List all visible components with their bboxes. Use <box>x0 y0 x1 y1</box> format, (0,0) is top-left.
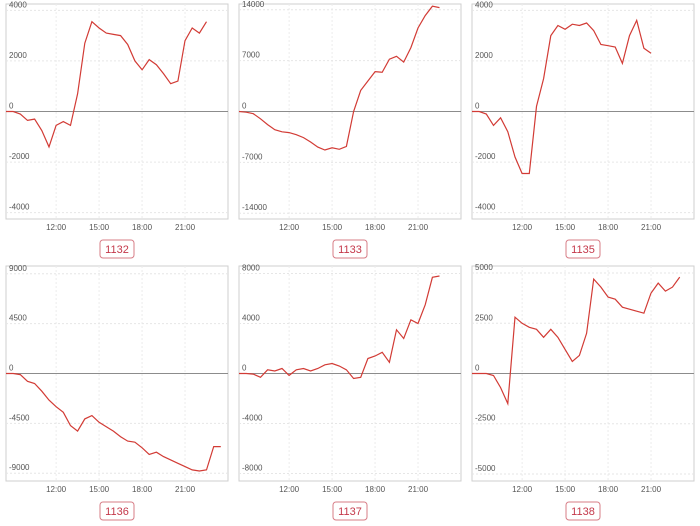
data-line <box>239 275 440 380</box>
y-tick-label: -2000 <box>475 152 496 161</box>
y-tick-label: 4000 <box>9 0 27 9</box>
x-tick-label: 15:00 <box>322 485 343 494</box>
y-tick-label: 0 <box>9 102 14 111</box>
y-tick-label: -5000 <box>475 464 496 473</box>
y-tick-label: -4000 <box>9 203 30 212</box>
chart-panel: 12:00 15:00 18:00 21:00 14000 7000 0 -7000 -1400… <box>238 0 462 259</box>
data-line <box>472 18 652 175</box>
x-tick-label: 12:00 <box>512 485 533 494</box>
y-tick-label: 14000 <box>242 0 265 9</box>
y-tick-label: -9000 <box>9 463 30 472</box>
y-tick-label: -7000 <box>242 152 263 161</box>
data-line <box>6 20 208 149</box>
y-tick-label: 4000 <box>242 314 260 323</box>
x-tick-label: 21:00 <box>408 485 429 494</box>
x-tick-label: 18:00 <box>132 485 153 494</box>
chart-title: 1137 <box>338 506 362 518</box>
y-tick-label: 8000 <box>242 264 260 273</box>
y-tick-label: 4500 <box>9 314 27 323</box>
x-tick-label: 21:00 <box>641 223 662 232</box>
x-tick-label: 15:00 <box>89 485 110 494</box>
title-box <box>332 239 368 259</box>
title-box <box>99 239 135 259</box>
x-tick-label: 18:00 <box>598 223 619 232</box>
chart-title: 1138 <box>571 506 595 518</box>
chart-panel: 12:00 15:00 18:00 21:00 8000 4000 0 -4000 -8000 1… <box>238 264 462 521</box>
chart-title: 1136 <box>105 506 129 518</box>
y-tick-label: 0 <box>242 102 247 111</box>
title-box <box>99 501 135 521</box>
y-tick-label: 7000 <box>242 51 260 60</box>
chart-panel: 12:00 15:00 18:00 21:00 4000 2000 0 -2000 -4000 1… <box>471 0 695 259</box>
y-tick-label: -4000 <box>242 414 263 423</box>
x-tick-label: 12:00 <box>512 223 533 232</box>
y-tick-label: 2500 <box>475 313 493 322</box>
x-tick-label: 12:00 <box>46 485 67 494</box>
y-tick-label: 0 <box>475 102 480 111</box>
y-tick-label: -2500 <box>475 414 496 423</box>
chart-panel: 12:00 15:00 18:00 21:00 4000 2000 0 -2000 -4000 1… <box>5 0 229 259</box>
data-line <box>238 5 440 151</box>
chart-panel: 12:00 15:00 18:00 21:00 9000 4500 0 -4500 -9000 1… <box>5 264 229 521</box>
y-tick-label: -8000 <box>242 464 263 473</box>
chart-title: 1133 <box>338 244 362 256</box>
y-tick-label: 2000 <box>9 51 27 60</box>
data-line <box>472 276 681 406</box>
y-tick-label: 0 <box>475 364 480 373</box>
x-tick-label: 18:00 <box>132 223 153 232</box>
x-tick-label: 21:00 <box>175 485 196 494</box>
x-tick-label: 21:00 <box>641 485 662 494</box>
y-tick-label: 9000 <box>9 264 27 273</box>
chart-panel: 12:00 15:00 18:00 21:00 5000 2500 0 -2500 -5000 1… <box>471 263 695 521</box>
x-tick-label: 18:00 <box>365 485 386 494</box>
x-tick-label: 15:00 <box>555 485 576 494</box>
x-tick-label: 12:00 <box>279 485 300 494</box>
x-tick-label: 18:00 <box>598 485 619 494</box>
y-tick-label: -4000 <box>475 203 496 212</box>
y-tick-label: -4500 <box>9 413 30 422</box>
title-box <box>565 501 601 521</box>
x-tick-label: 12:00 <box>279 223 300 232</box>
y-tick-label: 0 <box>242 364 247 373</box>
y-tick-label: 2000 <box>475 51 493 60</box>
y-tick-label: 5000 <box>475 263 493 272</box>
title-box <box>332 501 368 521</box>
x-tick-label: 15:00 <box>555 223 576 232</box>
y-tick-label: -14000 <box>242 203 267 212</box>
title-box <box>565 239 601 259</box>
x-tick-label: 18:00 <box>365 223 386 232</box>
chart-title: 1132 <box>105 244 129 256</box>
x-tick-label: 15:00 <box>89 223 110 232</box>
x-tick-label: 12:00 <box>46 223 67 232</box>
y-tick-label: 4000 <box>475 0 493 9</box>
chart-title: 1135 <box>571 244 595 256</box>
x-tick-label: 15:00 <box>322 223 343 232</box>
data-line <box>6 372 221 472</box>
y-tick-label: 0 <box>9 364 14 373</box>
x-tick-label: 21:00 <box>408 223 429 232</box>
x-tick-label: 21:00 <box>175 223 196 232</box>
y-tick-label: -2000 <box>9 152 30 161</box>
